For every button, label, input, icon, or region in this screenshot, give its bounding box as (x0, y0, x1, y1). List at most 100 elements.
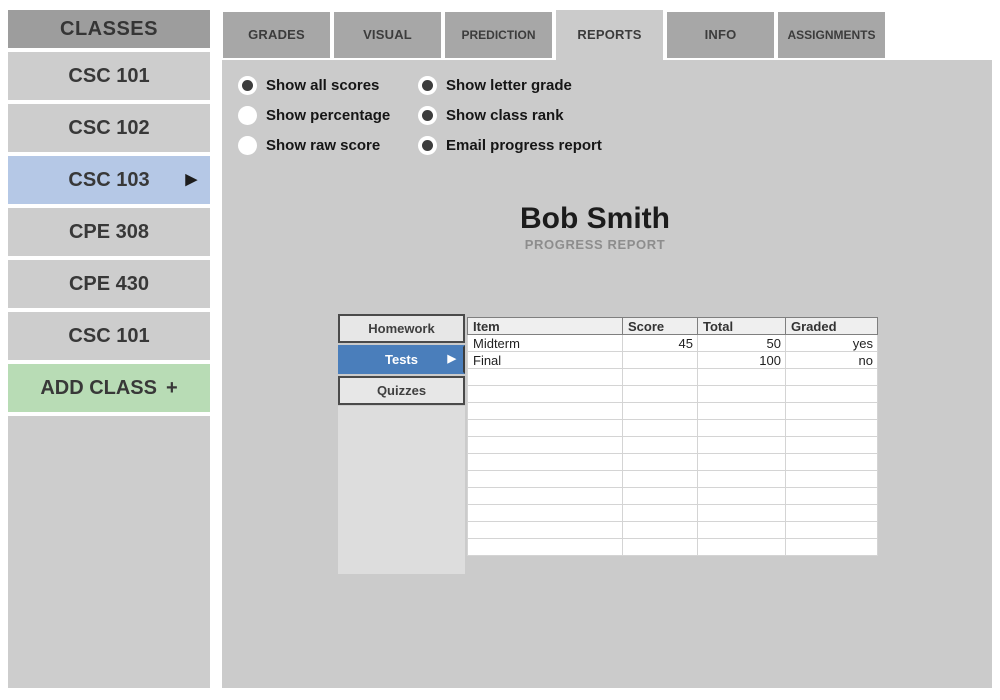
table-row-empty (467, 419, 878, 437)
selected-class-arrow-icon: ▶ (185, 171, 197, 188)
option-label: Show class rank (446, 106, 564, 124)
option-show-class-rank[interactable]: Show class rank (418, 105, 602, 125)
table-cell-empty (785, 436, 878, 454)
table-cell: 100 (697, 351, 786, 369)
class-item-label: CSC 101 (68, 65, 150, 87)
option-show-percentage[interactable]: Show percentage (238, 105, 390, 125)
table-cell-empty (697, 470, 786, 488)
table-cell-empty (467, 521, 623, 539)
tab-info[interactable]: INFO (667, 12, 774, 58)
radio-unselected-icon[interactable] (238, 135, 257, 155)
class-item-label: CPE 308 (68, 221, 150, 243)
report-title-block: Bob Smith PROGRESS REPORT (222, 202, 968, 253)
radio-dot (242, 79, 253, 91)
table-cell-empty (622, 470, 698, 488)
table-row-empty (467, 487, 878, 505)
table-cell-empty (697, 419, 786, 437)
table-cell-empty (697, 538, 786, 556)
table-cell: Midterm (467, 334, 623, 352)
table-row-empty (467, 368, 878, 386)
column-header-score: Score (622, 317, 698, 335)
option-show-letter-grade[interactable]: Show letter grade (418, 75, 602, 95)
table-cell-empty (622, 419, 698, 437)
table-cell-empty (697, 504, 786, 522)
student-name: Bob Smith (520, 202, 670, 235)
radio-selected-icon[interactable] (418, 135, 437, 155)
radio-selected-icon[interactable] (418, 75, 437, 95)
table-row-empty (467, 470, 878, 488)
table-cell-empty (785, 470, 878, 488)
table-cell-empty (785, 487, 878, 505)
option-label: Show raw score (266, 136, 381, 154)
radio-dot (422, 109, 433, 121)
table-cell (622, 351, 698, 369)
radio-dot (422, 139, 433, 151)
classes-header: CLASSES (8, 10, 210, 48)
radio-selected-icon[interactable] (238, 75, 257, 95)
tab-reports[interactable]: REPORTS (556, 10, 663, 60)
table-row-empty (467, 453, 878, 471)
table-cell-empty (622, 436, 698, 454)
tab-prediction[interactable]: PREDICTION (445, 12, 552, 58)
sidebar-item-csc-101[interactable]: CSC 101 (8, 52, 210, 100)
table-cell-empty (697, 368, 786, 386)
table-cell-empty (622, 453, 698, 471)
option-label: Show letter grade (446, 76, 572, 94)
radio-dot (242, 140, 253, 151)
table-cell-empty (467, 504, 623, 522)
active-category-arrow-icon: ▶ (447, 353, 456, 365)
table-cell-empty (697, 402, 786, 420)
main-tab-bar: GRADES VISUAL PREDICTION REPORTS INFO ASSIGNM… (223, 10, 885, 62)
table-cell-empty (697, 436, 786, 454)
plus-icon: + (165, 377, 178, 399)
table-cell-empty (622, 368, 698, 386)
sidebar-item-add-class[interactable]: ADD CLASS + (8, 364, 210, 412)
tab-grades[interactable]: GRADES (223, 12, 330, 58)
table-cell-empty (785, 368, 878, 386)
table-cell-empty (785, 504, 878, 522)
option-label: Email progress report (446, 136, 602, 154)
class-list: CSC 101 CSC 102 CSC 103 ▶ CPE 308 CPE 430 CSC … (8, 52, 210, 412)
column-header-graded: Graded (785, 317, 878, 335)
table-row-empty (467, 402, 878, 420)
category-tab-list: Homework Tests ▶ Quizzes (338, 314, 465, 407)
sidebar-item-cpe-308[interactable]: CPE 308 (8, 208, 210, 256)
sidebar-item-csc-103[interactable]: CSC 103 ▶ (8, 156, 210, 204)
table-cell-empty (622, 402, 698, 420)
table-cell: no (785, 351, 878, 369)
class-item-label: CSC 101 (68, 325, 150, 347)
table-row: Midterm 45 50 yes (467, 334, 878, 352)
sidebar-item-cpe-430[interactable]: CPE 430 (8, 260, 210, 308)
option-label: Show percentage (266, 106, 391, 124)
sidebar-item-csc-101[interactable]: CSC 101 (8, 312, 210, 360)
category-tab-tests[interactable]: Tests ▶ (338, 345, 465, 374)
radio-selected-icon[interactable] (418, 105, 437, 125)
tab-visual[interactable]: VISUAL (334, 12, 441, 58)
sidebar-item-csc-102[interactable]: CSC 102 (8, 104, 210, 152)
category-tab-filler (338, 406, 465, 574)
table-cell-empty (785, 453, 878, 471)
table-cell-empty (467, 453, 623, 471)
sidebar-filler (8, 416, 210, 688)
column-header-total: Total (697, 317, 786, 335)
table-cell-empty (697, 521, 786, 539)
option-email-progress-report[interactable]: Email progress report (418, 135, 602, 155)
column-header-item: Item (467, 317, 623, 335)
radio-unselected-icon[interactable] (238, 105, 257, 125)
option-show-all-scores[interactable]: Show all scores (238, 75, 390, 95)
table-cell-empty (467, 538, 623, 556)
table-cell-empty (467, 402, 623, 420)
table-cell-empty (785, 385, 878, 403)
table-cell-empty (467, 368, 623, 386)
table-row-empty (467, 436, 878, 454)
table-cell-empty (467, 419, 623, 437)
option-show-raw-score[interactable]: Show raw score (238, 135, 390, 155)
tab-assignments[interactable]: ASSIGNMENTS (778, 12, 885, 58)
class-item-label: ADD CLASS (40, 377, 157, 399)
class-item-label: CPE 430 (68, 273, 150, 295)
category-tab-homework[interactable]: Homework (338, 314, 465, 343)
report-subtitle: PROGRESS REPORT (524, 237, 666, 252)
category-tab-quizzes[interactable]: Quizzes (338, 376, 465, 405)
class-item-label: CSC 102 (68, 117, 150, 139)
